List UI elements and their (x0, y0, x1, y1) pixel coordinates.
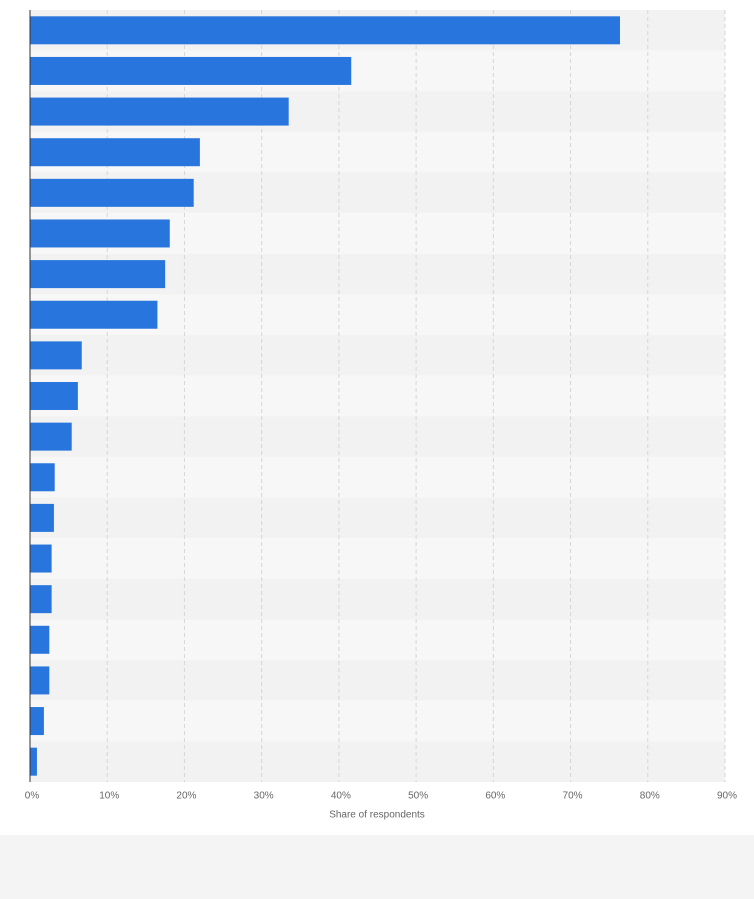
bar (30, 666, 50, 695)
x-tick-label: 10% (99, 791, 119, 802)
row-band (30, 375, 725, 417)
bar (30, 56, 352, 85)
x-tick-label: 90% (717, 791, 737, 802)
bar (30, 707, 44, 736)
row-band (30, 335, 725, 376)
x-tick-label: 70% (563, 791, 583, 802)
row-band (30, 660, 725, 701)
footer-band (0, 835, 754, 899)
bar (30, 341, 82, 370)
bar (30, 16, 620, 45)
x-axis-title: Share of respondents (329, 810, 425, 821)
bar (30, 544, 52, 573)
bars (30, 16, 620, 776)
row-bands (30, 10, 725, 782)
row-band (30, 700, 725, 742)
bar (30, 463, 55, 492)
bar (30, 97, 289, 126)
x-tick-label: 20% (176, 791, 196, 802)
bar (30, 382, 78, 410)
row-band (30, 741, 725, 782)
x-tick-label: 50% (408, 791, 428, 802)
bar (30, 422, 72, 451)
row-band (30, 538, 725, 579)
bar (30, 625, 50, 654)
row-band (30, 578, 725, 620)
bar (30, 300, 158, 329)
row-band (30, 416, 725, 457)
x-tick-label: 30% (254, 791, 274, 802)
bar (30, 260, 166, 289)
x-tick-label: 60% (485, 791, 505, 802)
bar (30, 585, 52, 614)
x-tick-label: 80% (640, 791, 660, 802)
bar (30, 219, 170, 248)
bar (30, 747, 37, 776)
bar (30, 138, 200, 167)
row-band (30, 619, 725, 661)
row-band (30, 497, 725, 539)
x-tick-label: 0% (25, 791, 40, 802)
bar (30, 503, 54, 532)
row-band (30, 456, 725, 498)
x-tick-label: 40% (331, 791, 351, 802)
bar (30, 178, 194, 207)
